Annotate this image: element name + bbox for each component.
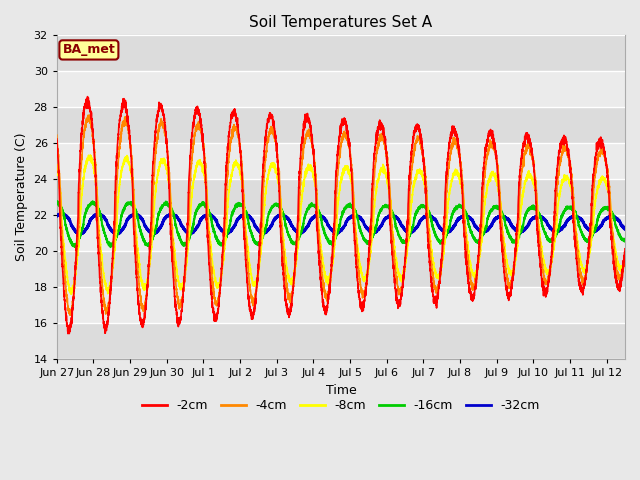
Bar	[57, 72, 625, 107]
Legend: -2cm, -4cm, -8cm, -16cm, -32cm: -2cm, -4cm, -8cm, -16cm, -32cm	[137, 395, 545, 418]
Text: BA_met: BA_met	[63, 43, 115, 57]
Bar	[57, 251, 625, 287]
Bar	[57, 323, 625, 359]
Bar	[57, 36, 625, 72]
Bar	[57, 287, 625, 323]
Bar	[57, 215, 625, 251]
X-axis label: Time: Time	[326, 384, 356, 396]
Title: Soil Temperatures Set A: Soil Temperatures Set A	[250, 15, 433, 30]
Bar	[57, 107, 625, 143]
Bar	[57, 179, 625, 215]
Y-axis label: Soil Temperature (C): Soil Temperature (C)	[15, 133, 28, 262]
Bar	[57, 143, 625, 179]
